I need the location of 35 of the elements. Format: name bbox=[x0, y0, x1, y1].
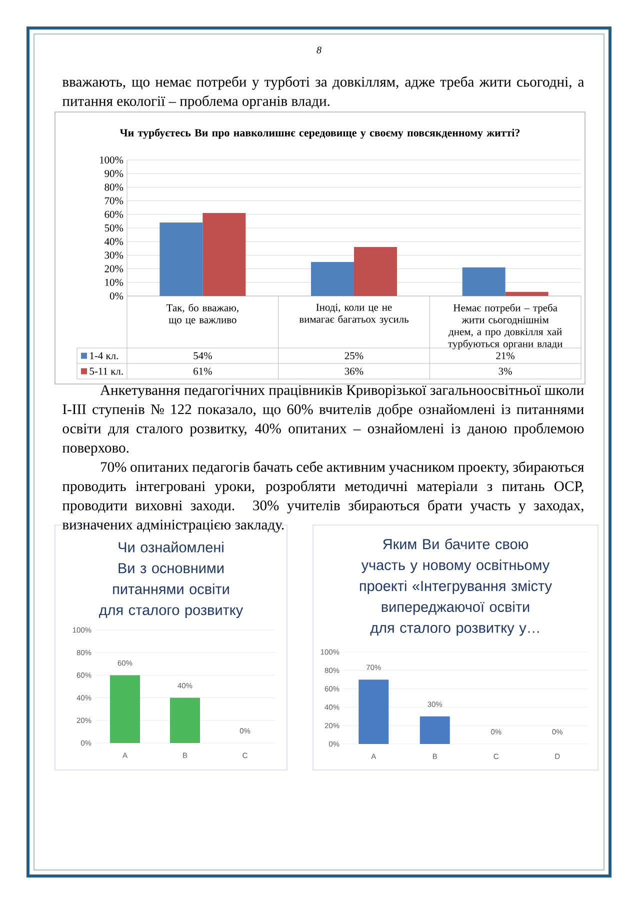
x-tick-label: Так, бо вважаю, що це важливо bbox=[166, 304, 238, 326]
data-label: 36% bbox=[344, 368, 364, 375]
text: 8 bbox=[316, 46, 322, 54]
data-label: 54% bbox=[194, 352, 212, 360]
y-tick-label: 60% bbox=[104, 210, 124, 218]
y-tick-label: 30% bbox=[104, 252, 124, 259]
chart-title: Яким Ви бачите свою участь у новому освітньому проекті «Інтегрування змісту випереджаючої освіти для сталого розвитку у… bbox=[360, 538, 552, 636]
y-tick-label: 90% bbox=[104, 170, 124, 178]
x-tick-label: Немає потреби – треба жити сьогоднішнім днем, а про довкілля хай турбуються органи влади bbox=[448, 304, 562, 350]
legend-label: 1-4 кл. bbox=[90, 352, 118, 360]
y-tick-label: 20% bbox=[104, 265, 124, 272]
data-label: 21% bbox=[496, 352, 515, 360]
chart-title: Чи турбуєтесь Ви про навколишнє середовище у своєму повсякденному житті? bbox=[120, 128, 520, 139]
y-tick-label: 10% bbox=[105, 278, 124, 286]
bar bbox=[160, 222, 203, 296]
bar bbox=[462, 267, 506, 296]
y-tick-label: 100% bbox=[100, 156, 124, 164]
text: Анкетування педагогічних працівників Криворізької загальноосвітньої школи I-III ступенів № 122 показало, що 60% вчителів добре ознайомлені із питаннями освіти для сталого розвитку, 40% опитаних – ознайомлені із даною проблемою поверхово. bbox=[62, 385, 584, 456]
data-label: 25% bbox=[344, 352, 364, 360]
y-tick-label: 0% bbox=[110, 292, 124, 300]
legend-label: 5-11 кл. bbox=[90, 368, 123, 375]
y-tick-label: 80% bbox=[104, 184, 124, 191]
data-label: 3% bbox=[498, 368, 512, 375]
bar bbox=[310, 262, 354, 296]
text: вважають, що немає потреби у турботі за довкіллям, адже треба жити сьогодні, а питання екології – проблема органів влади. bbox=[62, 76, 584, 109]
y-tick-label: 70% bbox=[104, 197, 124, 204]
text: 70% опитаних педагогів бачать себе активним учасником проекту, збираються проводить інтегровані уроки, розробляти методичні матеріали з питань ОСР, проводити виховні заходи. 30% учителів збираються брати участь у заходах, визначених адміністрацією закладу. bbox=[62, 461, 584, 533]
x-tick-label: Іноді, коли це не вимагає багатьох зусиль bbox=[299, 304, 409, 325]
y-tick-label: 40% bbox=[104, 238, 124, 246]
bar bbox=[202, 213, 246, 296]
bar bbox=[354, 247, 397, 296]
data-label: 61% bbox=[194, 368, 212, 375]
chart-title: Чи ознайомлені Ви з основними питаннями освіти для сталого розвитку bbox=[99, 542, 244, 618]
y-tick-label: 50% bbox=[104, 224, 124, 232]
bar bbox=[505, 292, 548, 296]
